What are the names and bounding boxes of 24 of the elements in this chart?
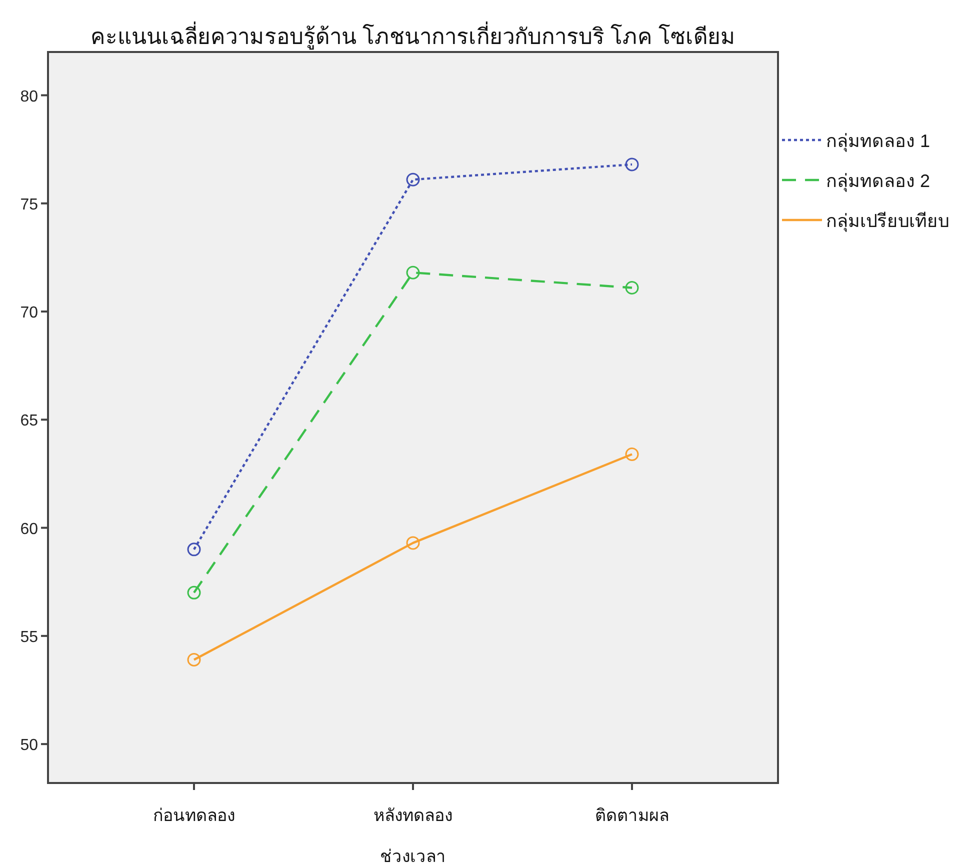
y-tick-label: 75 (20, 196, 38, 214)
x-tick-label: หลังทดลอง (374, 806, 452, 825)
point (406, 536, 420, 550)
point (625, 158, 639, 172)
point (406, 172, 420, 186)
y-tick-label: 70 (20, 304, 38, 322)
chart-title: คะแนนเฉลี่ยความรอบรู้ด้าน โภชนาการเกี่ยวกับการบริ โภค โซเดียม (90, 21, 736, 50)
y-tick-label: 80 (20, 88, 38, 106)
point (625, 280, 639, 294)
point (187, 586, 201, 600)
point (625, 448, 639, 462)
point (187, 542, 201, 556)
point (406, 266, 420, 280)
legend-label: กลุ่มทดลอง 2 (826, 171, 930, 192)
y-tick-label: 55 (20, 628, 38, 646)
point (187, 652, 201, 666)
x-axis-title: ช่วงเวลา (380, 847, 446, 866)
legend-label: กลุ่มเปรียบเทียบ (826, 211, 949, 232)
y-tick-label: 50 (20, 737, 38, 754)
x-tick-label: ก่อนทดลอง (153, 806, 235, 825)
legend-label: กลุ่มทดลอง 1 (826, 131, 930, 152)
x-tick-label: ติดตามผล (595, 806, 669, 825)
y-tick-label: 65 (20, 412, 38, 430)
y-tick-label: 60 (20, 520, 38, 538)
